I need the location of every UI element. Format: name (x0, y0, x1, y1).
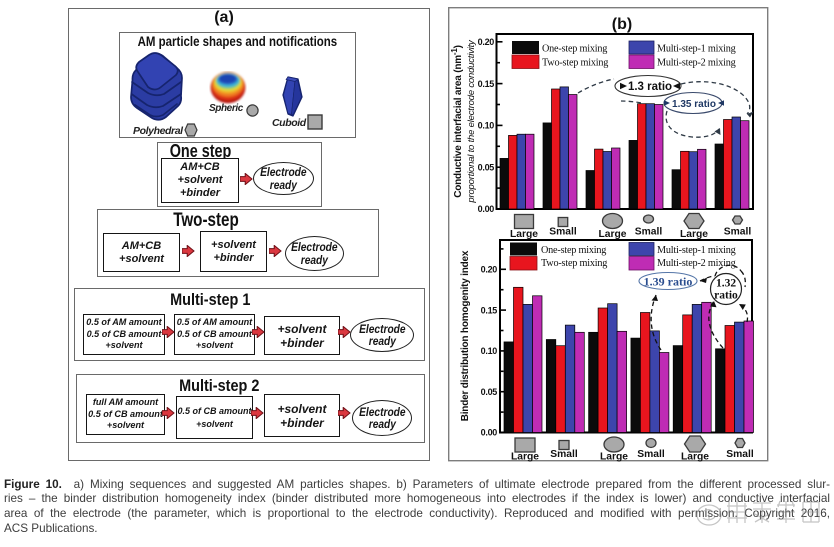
svg-text:1.3 ratio: 1.3 ratio (628, 81, 672, 93)
svg-text:Small: Small (550, 449, 578, 460)
svg-text:Small: Small (549, 227, 577, 238)
svg-text:0.05: 0.05 (478, 162, 495, 172)
svg-text:Binder distribution homogenity: Binder distribution homogenity index (460, 250, 471, 421)
svg-text:0.15: 0.15 (478, 79, 495, 89)
svg-text:Small: Small (635, 227, 663, 238)
svg-text:Two-step mixing: Two-step mixing (541, 258, 607, 269)
svg-text:Conductive interfacial area (n: Conductive interfacial area (nm-1) (450, 45, 464, 198)
svg-text:1.39 ratio: 1.39 ratio (644, 275, 693, 289)
svg-text:Large: Large (511, 452, 539, 463)
svg-text:0.00: 0.00 (478, 204, 495, 214)
svg-text:Small: Small (726, 449, 754, 460)
svg-text:0.20: 0.20 (478, 37, 495, 47)
svg-text:0.05: 0.05 (481, 387, 498, 397)
svg-text:0.15: 0.15 (481, 305, 498, 315)
svg-text:One-step mixing: One-step mixing (542, 44, 607, 55)
svg-text:Multi-step-2 mixing: Multi-step-2 mixing (657, 258, 736, 269)
svg-text:Small: Small (637, 449, 665, 460)
svg-text:0.20: 0.20 (481, 265, 498, 275)
svg-text:Large: Large (510, 229, 538, 240)
svg-text:Multi-step-1 mixing: Multi-step-1 mixing (657, 44, 736, 55)
svg-text:(b): (b) (612, 16, 632, 33)
svg-text:Multi-step-1 mixing: Multi-step-1 mixing (657, 245, 736, 256)
svg-text:Two-step mixing: Two-step mixing (542, 57, 608, 68)
svg-text:Large: Large (681, 452, 709, 463)
svg-text:One-step mixing: One-step mixing (541, 245, 606, 256)
svg-text:Multi-step-2 mixing: Multi-step-2 mixing (657, 57, 736, 68)
svg-text:Large: Large (680, 229, 708, 240)
svg-text:Small: Small (724, 227, 752, 238)
svg-text:0.10: 0.10 (478, 121, 495, 131)
svg-text:Large: Large (600, 452, 628, 463)
svg-text:1.32: 1.32 (716, 278, 736, 290)
svg-text:proportional to the electrode: proportional to the electrode conductivi… (466, 39, 477, 204)
svg-text:1.35 ratio: 1.35 ratio (672, 99, 716, 110)
svg-text:Large: Large (598, 229, 626, 240)
svg-text:0.00: 0.00 (481, 428, 498, 438)
svg-text:ratio: ratio (714, 290, 738, 302)
svg-text:0.10: 0.10 (481, 346, 498, 356)
